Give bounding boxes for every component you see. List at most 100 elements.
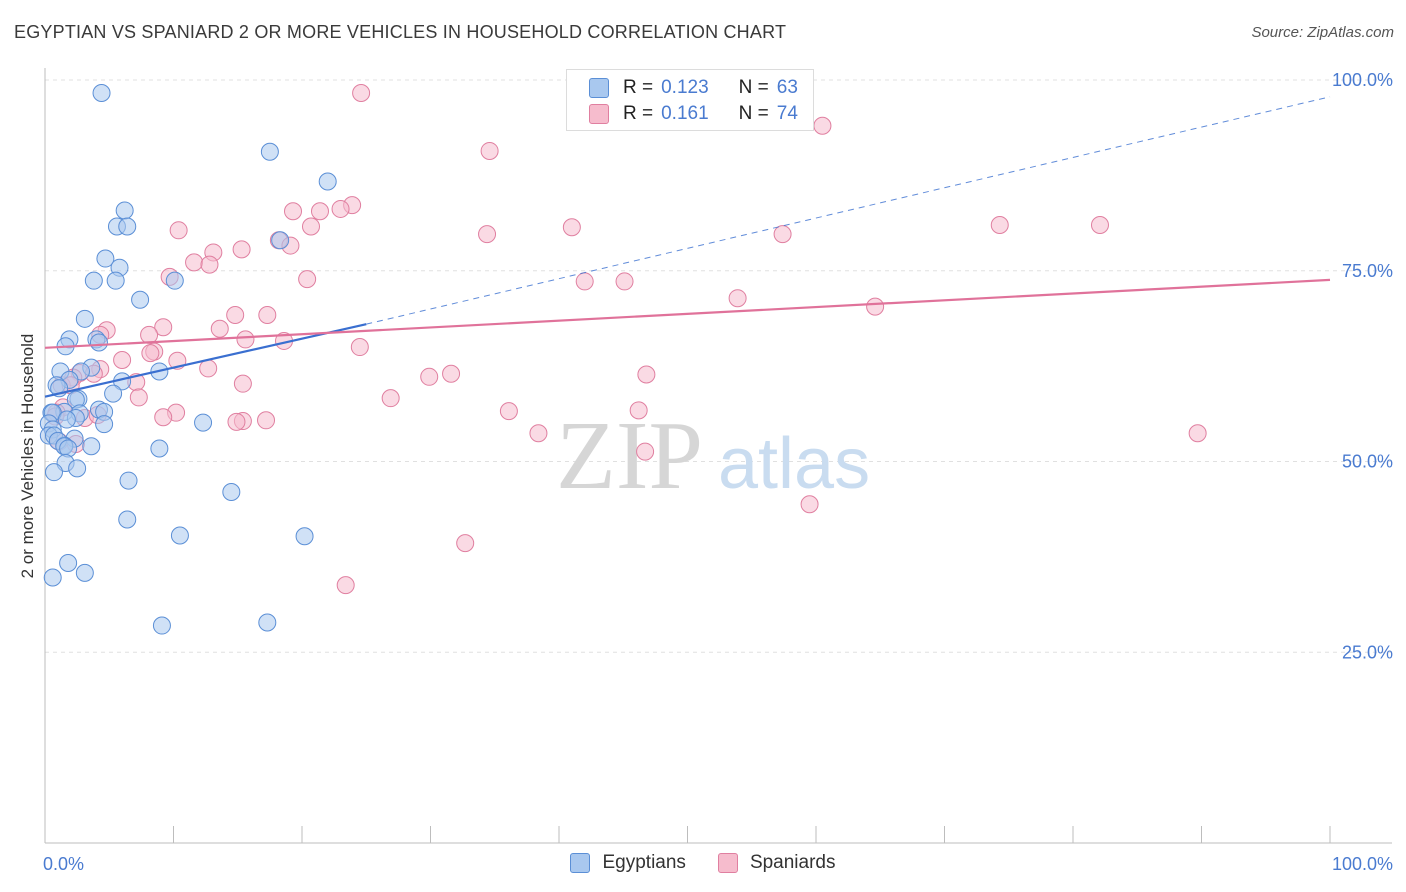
n-label: N = [738,77,769,98]
egyptians-points [39,83,337,635]
egyptian-point [131,290,150,309]
legend-item-egyptians[interactable]: Egyptians [570,852,686,874]
spaniard-point [284,202,303,221]
egyptian-point [59,553,78,572]
egyptian-point [318,172,337,191]
egyptian-point [84,271,103,290]
spaniard-point [258,306,277,325]
egyptian-point [106,271,125,290]
trend-lines [44,96,1331,398]
egyptian-point [118,217,137,236]
spaniard-point [331,199,350,218]
r-value: 0.161 [661,103,709,124]
egyptian-point [194,413,213,432]
egyptians-trend-line [44,323,367,398]
spaniard-point [629,401,648,420]
spaniard-point [352,83,371,102]
spaniard-point [226,306,245,325]
spaniard-point [310,202,329,221]
spaniard-point [990,215,1009,234]
watermark: ZIP atlas [556,402,870,510]
egyptian-point [75,309,94,328]
egyptian-point [44,463,63,482]
chart-title: EGYPTIAN VS SPANIARD 2 OR MORE VEHICLES … [14,22,787,42]
spaniard-point [236,330,255,349]
spaniard-point [575,272,594,291]
spaniard-point [636,442,655,461]
spaniard-point [728,289,747,308]
source-label: Source: ZipAtlas.com [1251,24,1394,41]
spaniard-point [478,225,497,244]
egyptian-point [96,249,115,268]
egyptian-point [82,437,101,456]
spaniard-point [1188,424,1207,443]
spaniard-point [442,364,461,383]
spaniard-point [637,365,656,384]
spaniard-point [480,141,499,160]
spaniard-point [185,253,204,272]
y-tick-label: 25.0% [1342,642,1393,662]
watermark-zip: ZIP [556,402,703,510]
n-value: 63 [776,77,798,98]
spaniard-point [301,217,320,236]
legend-row-egyptians: R = 0.123 N = 63 [589,76,798,100]
egyptian-point [152,616,171,635]
spaniard-point [140,325,159,344]
spaniard-point [529,424,548,443]
r-label: R = [623,103,654,124]
y-axis-label: 2 or more Vehicles in Household [18,334,37,579]
stats-legend: R = 0.123 N = 63 R = 0.161 N = 74 [566,69,814,131]
spaniard-point [141,344,160,363]
n-value: 74 [776,103,798,124]
spaniard-point [615,272,634,291]
spaniard-point [200,255,219,274]
x-tick-label: 0.0% [43,854,84,874]
spaniard-point [336,576,355,595]
egyptian-point [115,201,134,220]
egyptians-legend-label: Egyptians [602,852,686,873]
y-tick-label: 100.0% [1332,70,1393,90]
spaniard-point [298,270,317,289]
series-legend: Egyptians Spaniards [0,852,1406,874]
egyptian-point [118,510,137,529]
spaniard-point [227,412,246,431]
watermark-atlas: atlas [718,424,870,504]
spaniard-point [113,351,132,370]
spaniard-point [129,388,148,407]
legend-row-spaniards: R = 0.161 N = 74 [589,102,798,126]
egyptian-point [75,563,94,582]
egyptian-point [89,333,108,352]
spaniards-legend-label: Spaniards [749,852,836,873]
tick-labels: 25.0% 50.0% 75.0% 100.0% 0.0% 100.0% [43,70,1393,874]
egyptian-point [260,142,279,161]
egyptians-legend-swatch [570,853,591,873]
egyptians-trend-extension [366,96,1331,325]
r-label: R = [623,77,654,98]
spaniard-point [233,374,252,393]
egyptian-point [150,439,169,458]
spaniard-point [866,297,885,316]
spaniard-point [800,495,819,514]
egyptian-point [43,568,62,587]
spaniard-point [456,534,475,553]
spaniard-point [1090,215,1109,234]
spaniards-legend-swatch [717,853,738,873]
spaniard-point [232,240,251,259]
egyptian-point [271,231,290,250]
legend-item-spaniards[interactable]: Spaniards [717,852,836,874]
spaniard-point [154,318,173,337]
spaniard-point [350,338,369,357]
egyptians-swatch [589,78,609,98]
spaniards-points [46,83,1207,595]
spaniard-point [499,402,518,421]
spaniard-point [169,221,188,240]
egyptian-point [119,471,138,490]
egyptian-point [258,613,277,632]
n-label: N = [738,103,769,124]
egyptian-point [104,384,123,403]
y-tick-label: 75.0% [1342,261,1393,281]
spaniard-point [381,389,400,408]
spaniards-swatch [589,104,609,124]
egyptian-point [92,83,111,102]
